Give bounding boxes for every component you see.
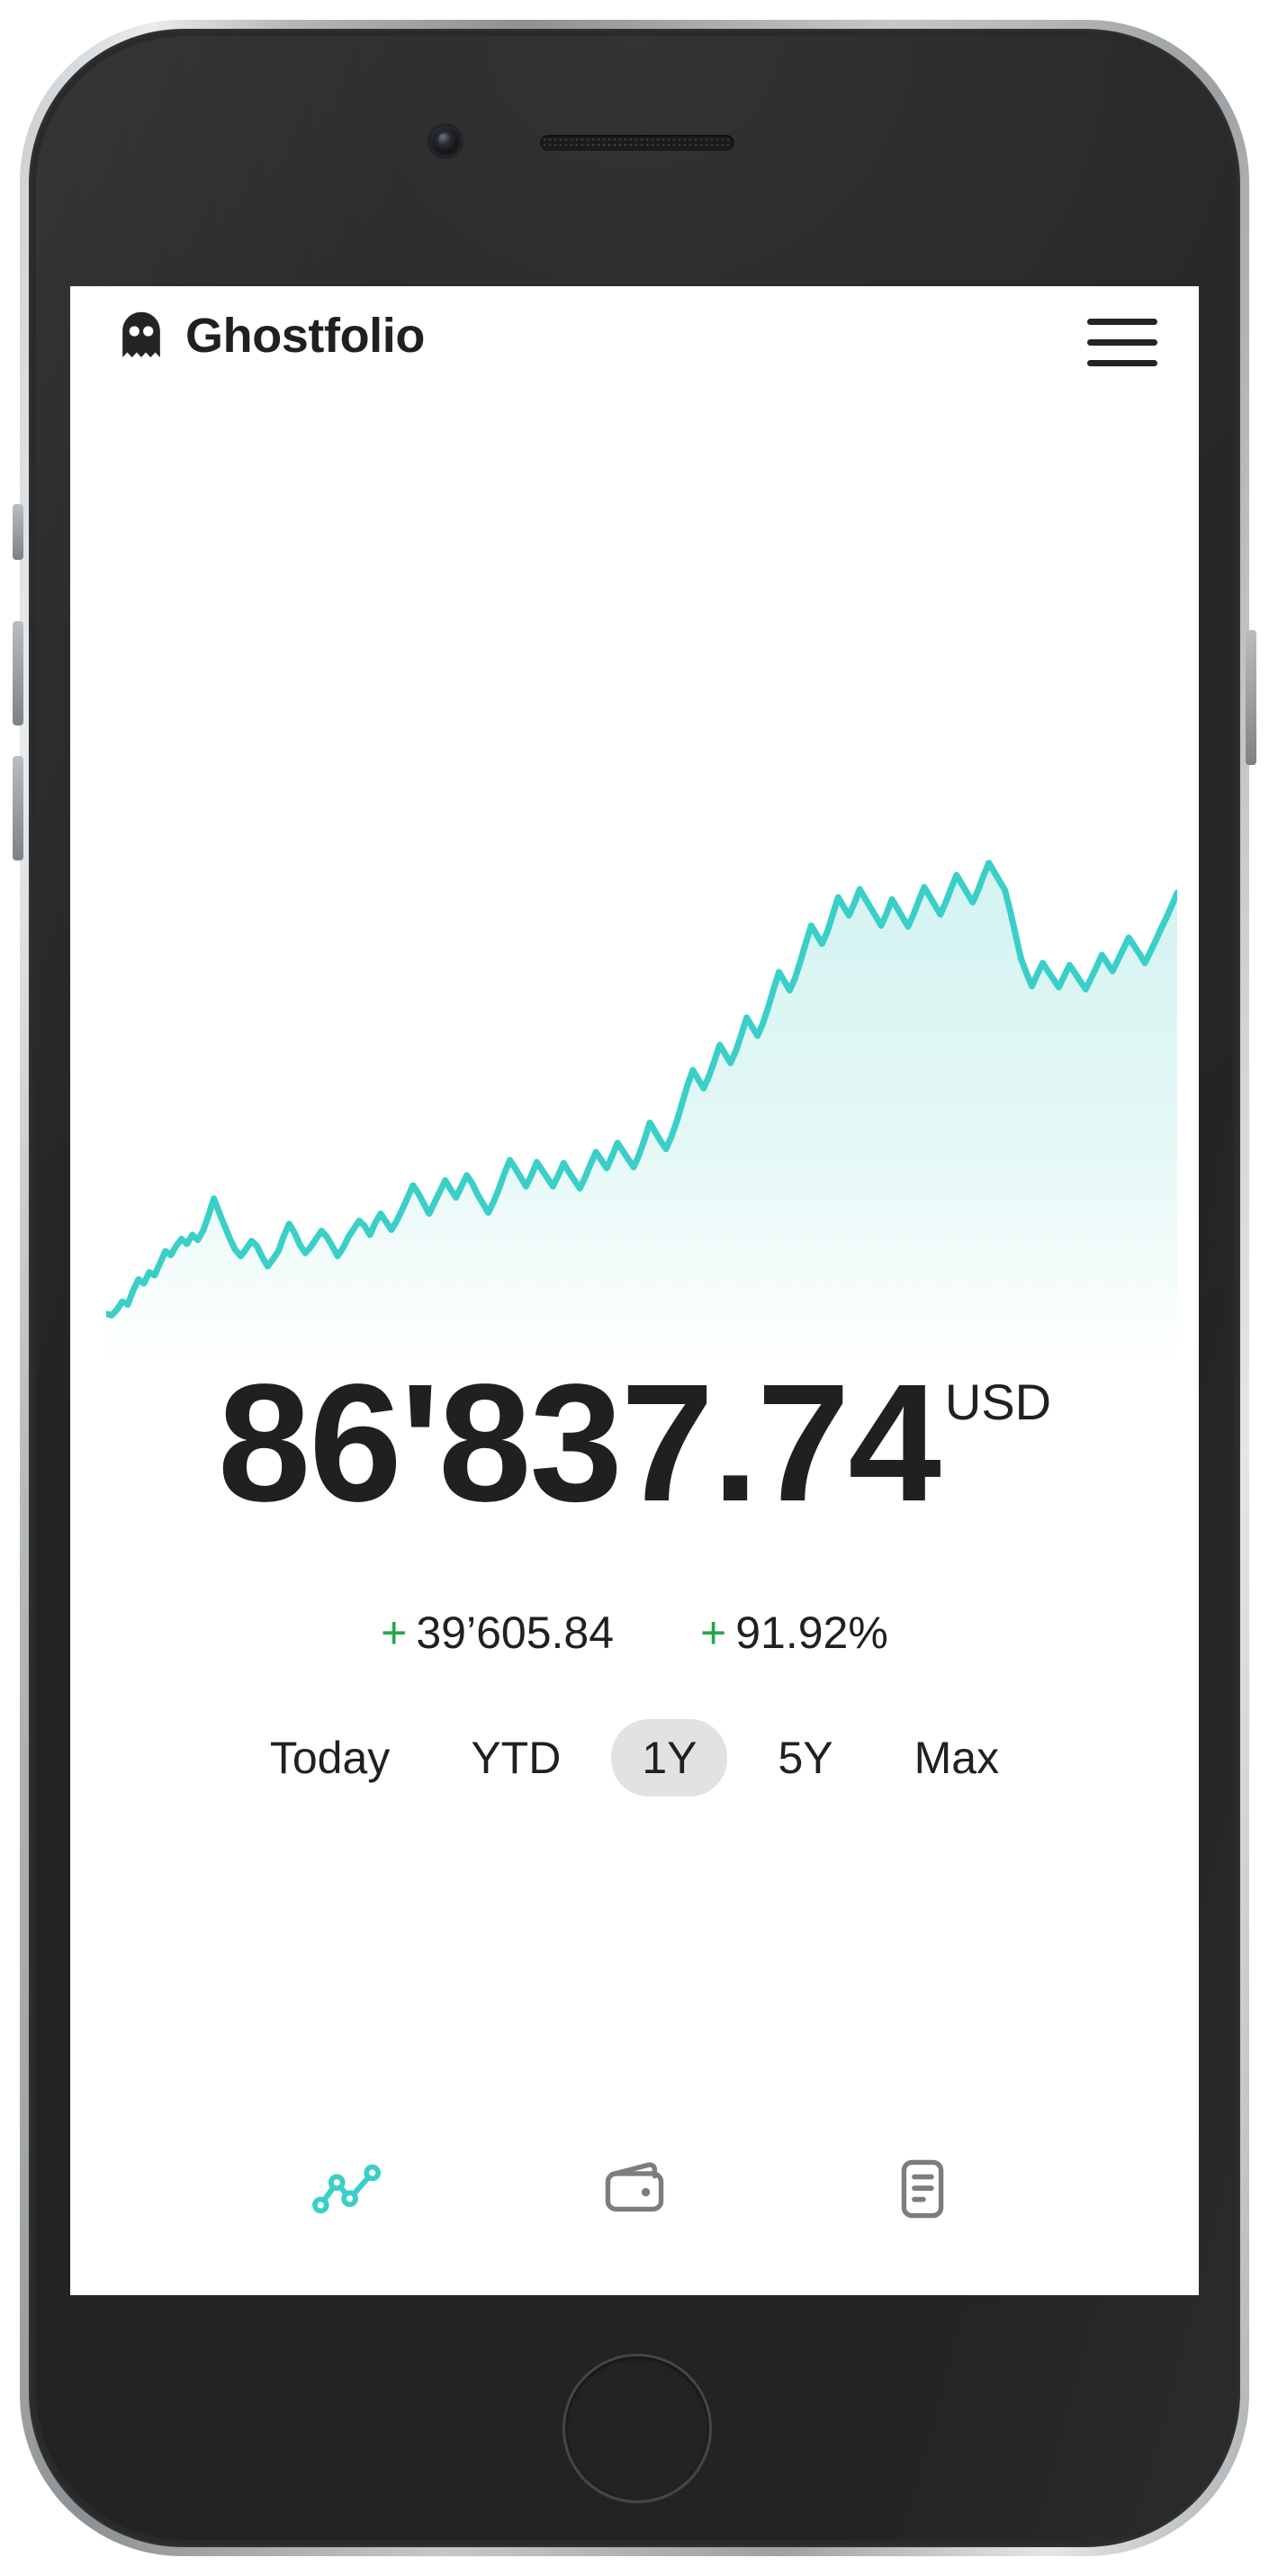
brand-logo[interactable]: Ghostfolio [115,310,425,362]
change-absolute-sign: + [381,1608,408,1658]
portfolio-performance-chart[interactable] [106,826,1177,1366]
ghost-icon [122,311,160,358]
chart-area-fill [106,862,1177,1366]
range-tab-1y[interactable]: 1Y [611,1719,728,1797]
chart-canvas [106,860,1177,1366]
front-camera-icon [430,126,461,157]
volume-down-button[interactable] [13,756,23,860]
earpiece-speaker-icon [540,135,734,151]
range-tab-5y[interactable]: 5Y [778,1733,833,1783]
range-tab-today[interactable]: Today [269,1733,391,1783]
phone-screen: Ghostfolio [70,286,1199,2295]
range-tab-max[interactable]: Max [914,1733,1000,1783]
portfolio-change-row: +39’605.84 +91.92% [70,1607,1199,1659]
date-range-selector[interactable]: Today YTD 1Y 5Y Max [70,1719,1199,1797]
hamburger-line [1087,319,1157,325]
hamburger-line [1087,360,1157,366]
chart-line [106,860,1177,1319]
mute-switch[interactable] [13,504,23,560]
line-chart-icon [312,2164,381,2214]
brand-name: Ghostfolio [185,309,425,363]
nav-item-summary[interactable] [879,2146,966,2232]
change-percent-sign: + [700,1608,727,1658]
nav-item-holdings[interactable] [591,2146,678,2232]
wallet-icon [605,2162,664,2212]
range-tab-ytd[interactable]: YTD [471,1733,562,1783]
volume-up-button[interactable] [13,621,23,725]
portfolio-value-row: 86'837.74 USD [70,1350,1199,1536]
document-icon [901,2159,944,2219]
app-header: Ghostfolio [70,286,1199,392]
change-absolute-value: 39’605.84 [416,1608,615,1658]
power-button[interactable] [1246,630,1256,765]
home-button[interactable] [562,2354,712,2503]
portfolio-value: 86'837.74 [217,1350,941,1536]
change-percent: +91.92% [700,1607,888,1659]
change-percent-value: 91.92% [735,1608,888,1658]
hamburger-line [1087,339,1157,346]
bottom-navigation [70,2117,1199,2261]
nav-item-analysis[interactable] [303,2146,390,2232]
change-absolute: +39’605.84 [381,1607,614,1659]
hamburger-menu-icon[interactable] [1087,319,1157,366]
portfolio-currency: USD [944,1374,1052,1430]
